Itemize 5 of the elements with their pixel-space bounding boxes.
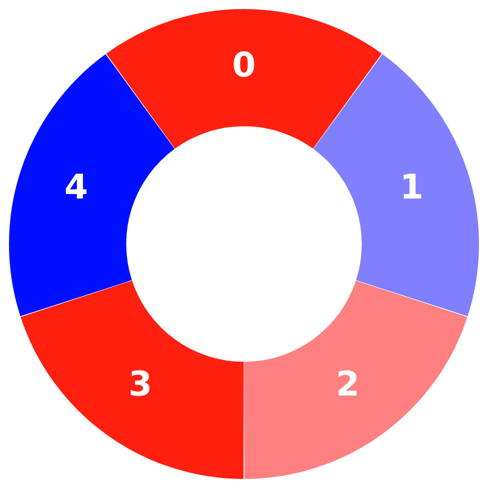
slice-label: 4: [64, 167, 88, 208]
slice-label: 2: [336, 364, 360, 405]
slice-label: 1: [400, 167, 424, 208]
slice-label: 3: [128, 364, 152, 405]
slice-label: 0: [232, 45, 256, 86]
